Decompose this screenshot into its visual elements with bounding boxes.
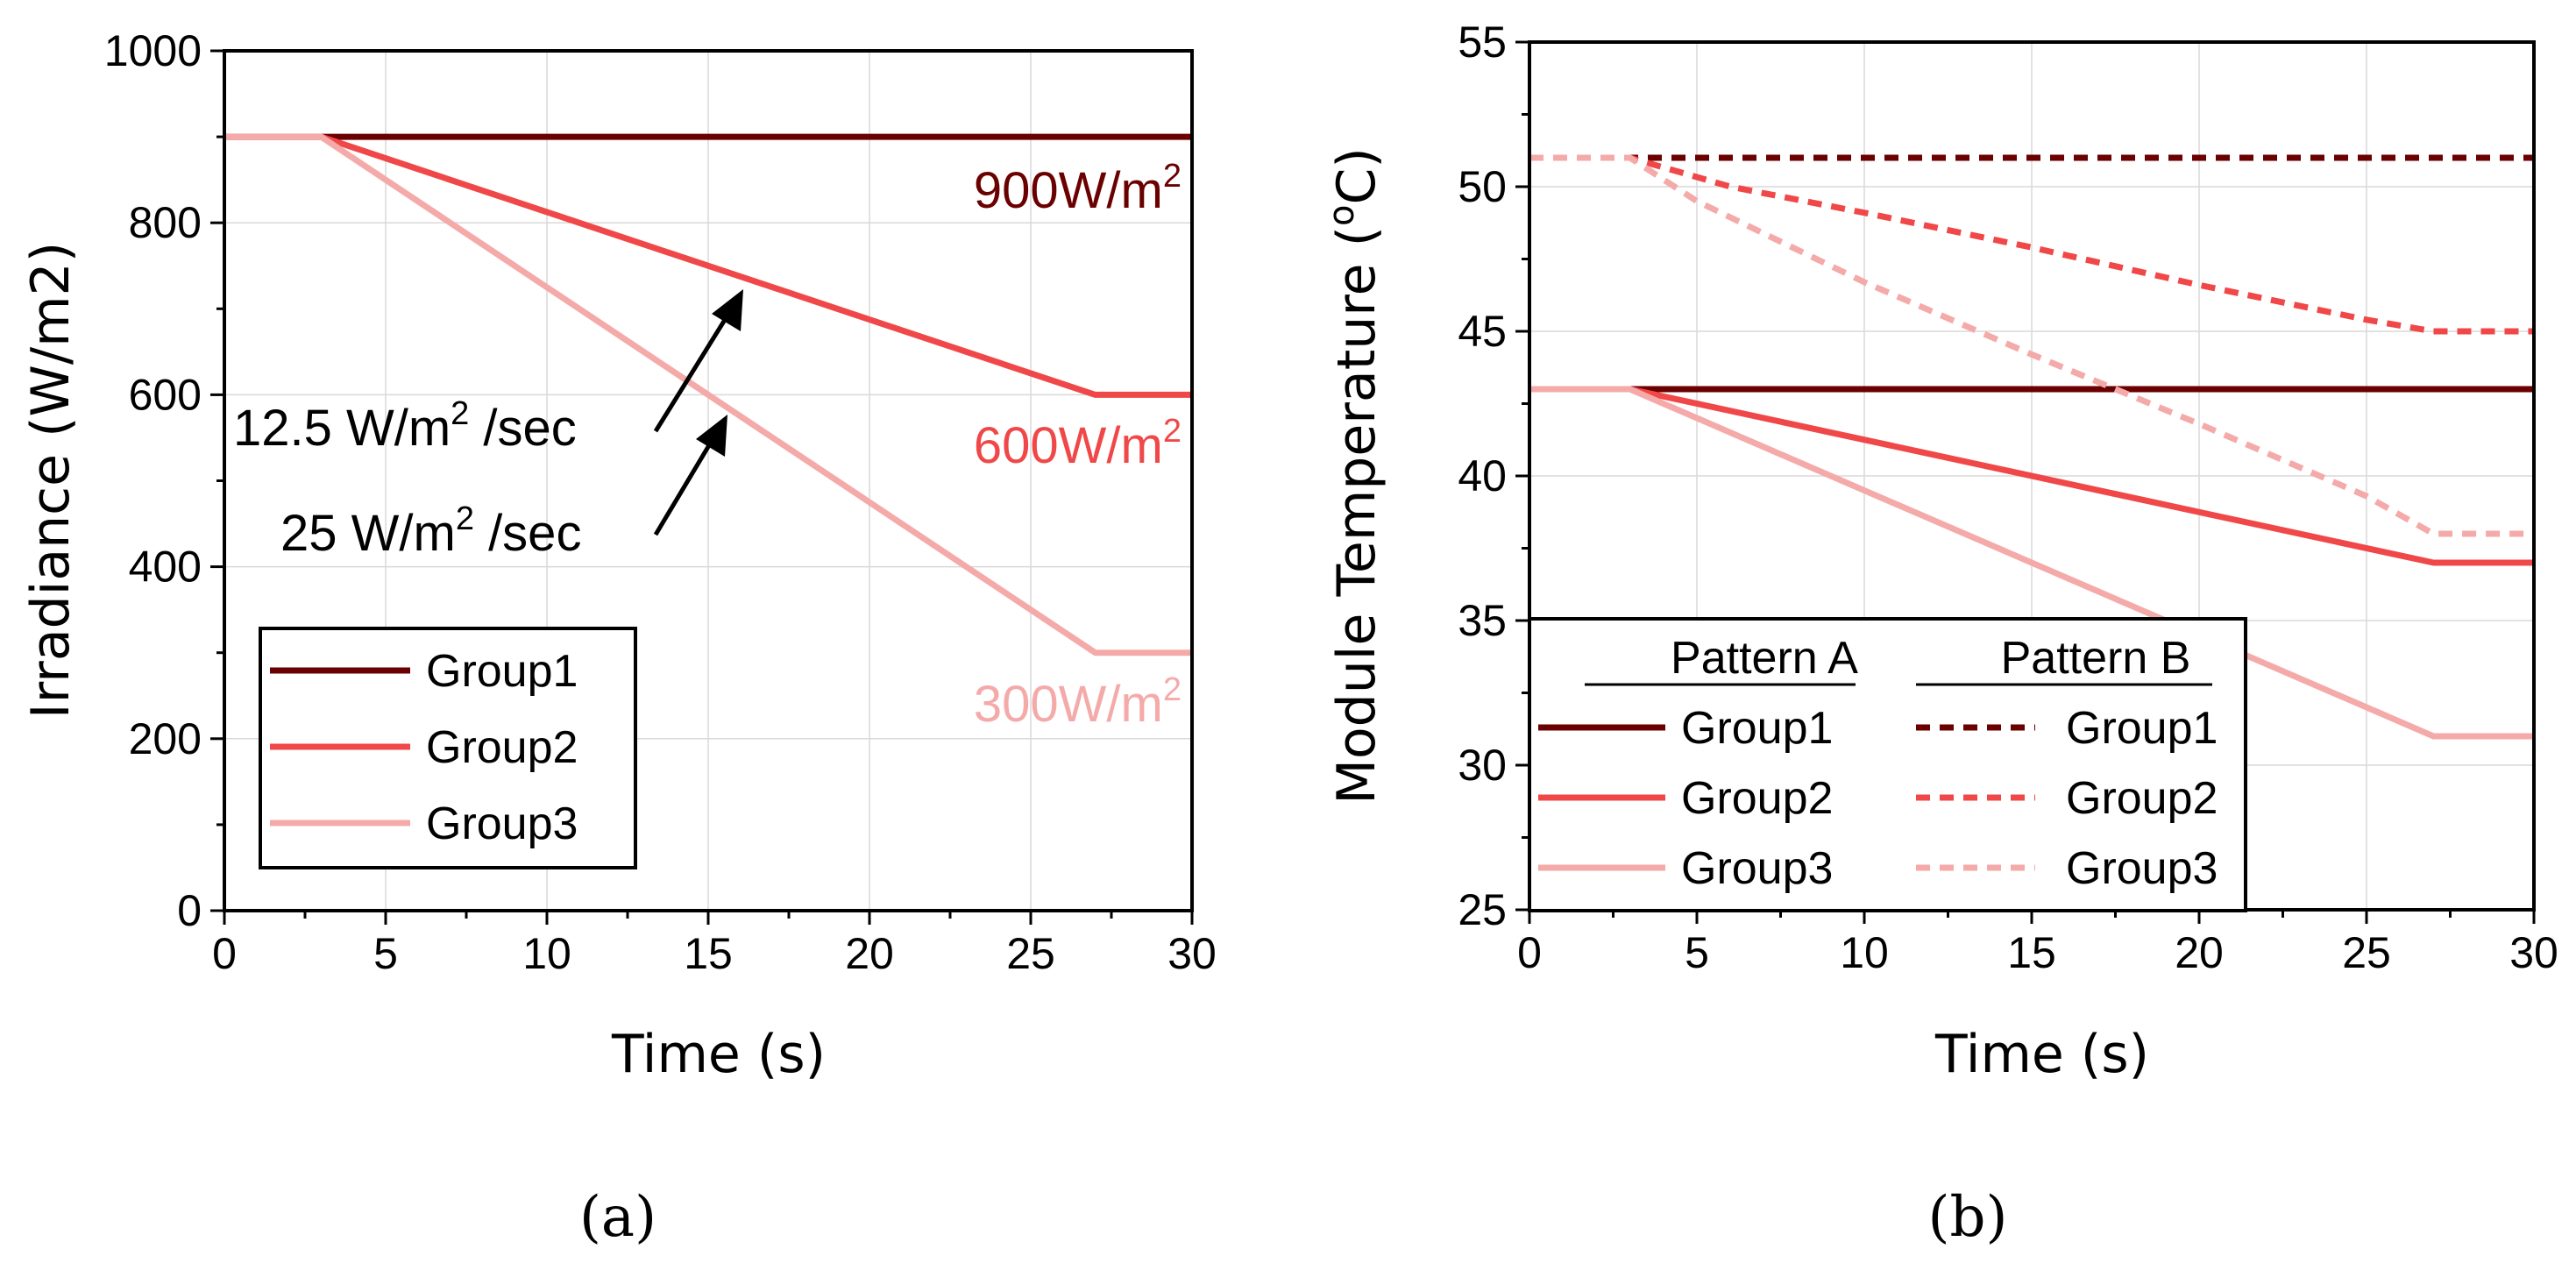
rate-label-group2-sup: 2	[451, 395, 469, 432]
y-tick-label-a: 0	[177, 886, 202, 935]
y-tick-label-b: 55	[1458, 18, 1507, 67]
x-tick-label-a: 30	[1167, 929, 1217, 978]
x-tick-label-a: 10	[522, 929, 571, 978]
legend-a-item-group2: Group2	[270, 722, 578, 773]
legend-b-header-pattern-a: Pattern A	[1671, 633, 1858, 684]
x-tick-label-a: 0	[212, 929, 237, 978]
ticks-a: 0 5 10 15 20 25 30 0 200 400 600 800 1000	[104, 26, 1217, 978]
series-line-a-group3	[224, 133, 1192, 656]
legend-b-item-a-group3: Group3	[1538, 843, 1833, 894]
y-tick-label-a: 200	[129, 714, 202, 763]
x-tick-label-b: 0	[1517, 928, 1542, 977]
y-tick-label-b: 30	[1458, 741, 1507, 790]
x-tick-label-b: 15	[2007, 928, 2056, 977]
y-axis-title-b: Module Temperature (oC)	[1322, 147, 1387, 805]
legend-a-label-group2: Group2	[426, 722, 578, 773]
label-900-sup: 2	[1163, 158, 1182, 195]
x-tick-label-a: 20	[845, 929, 894, 978]
x-axis-title-a: Time (s)	[611, 1024, 826, 1085]
label-900: 900W/m2	[974, 158, 1182, 219]
legend-b-item-b-group1: Group1	[1916, 703, 2218, 754]
legend-b-item-b-group2: Group2	[1916, 773, 2218, 824]
legend-a-item-group3: Group3	[270, 798, 578, 849]
y-tick-label-a: 800	[129, 198, 202, 247]
series-line-b-pattern-a-group3	[1529, 386, 2534, 740]
legend-a: Group1 Group2 Group3	[259, 627, 637, 869]
legend-b-item-b-group3: Group3	[1916, 843, 2218, 894]
x-tick-label-b: 25	[2342, 928, 2391, 977]
y-tick-label-b: 50	[1458, 162, 1507, 211]
rate-arrow-group2	[653, 289, 743, 433]
series-line-b-pattern-b-group2	[1529, 154, 2534, 335]
legend-b-label-a-group3: Group3	[1681, 843, 1833, 894]
legend-a-label-group3: Group3	[426, 798, 578, 849]
legend-b-label-a-group1: Group1	[1681, 703, 1833, 754]
label-300: 300W/m2	[974, 671, 1182, 733]
legend-b-box	[1528, 617, 2247, 912]
x-tick-label-b: 10	[1840, 928, 1889, 977]
rate-label-group2: 12.5 W/m2 /sec	[233, 395, 577, 457]
legend-b-label-b-group2: Group2	[2066, 773, 2218, 824]
series-lines-b	[1529, 154, 2534, 740]
y-tick-label-b: 25	[1458, 885, 1507, 934]
y-axis-title-a: Irradiance (W/m2)	[20, 242, 82, 719]
y-axis-title-b-degree: o	[1322, 205, 1362, 226]
rate-arrow-group3	[653, 415, 727, 536]
legend-b-label-b-group3: Group3	[2066, 843, 2218, 894]
legend-a-item-group1: Group1	[270, 646, 578, 697]
legend-b: Pattern A Pattern B Group1 Group2 Group3…	[1528, 617, 2247, 912]
x-axis-title-b: Time (s)	[1934, 1024, 2149, 1085]
rate-label-group2-unit: /sec	[469, 400, 577, 457]
x-tick-label-b: 5	[1685, 928, 1709, 977]
y-tick-label-b: 40	[1458, 451, 1507, 500]
rate-label-group2-text: 12.5 W/m	[233, 400, 451, 457]
x-tick-label-b: 20	[2175, 928, 2224, 977]
x-tick-label-a: 25	[1006, 929, 1055, 978]
rate-label-group3-sup: 2	[456, 500, 474, 537]
label-600: 600W/m2	[974, 413, 1182, 474]
label-300-text: 300W/m	[974, 676, 1163, 733]
label-600-sup: 2	[1163, 413, 1182, 450]
label-600-text: 600W/m	[974, 417, 1163, 474]
y-axis-title-b-unit: C)	[1326, 147, 1387, 204]
rate-label-group3-unit: /sec	[474, 505, 582, 562]
y-tick-label-a: 400	[129, 543, 202, 592]
y-tick-label-b: 45	[1458, 307, 1507, 356]
rate-label-group3-text: 25 W/m	[280, 505, 456, 562]
legend-b-label-a-group2: Group2	[1681, 773, 1833, 824]
x-tick-label-a: 5	[373, 929, 398, 978]
legend-a-label-group1: Group1	[426, 646, 578, 697]
label-900-text: 900W/m	[974, 162, 1163, 219]
y-tick-label-b: 35	[1458, 596, 1507, 645]
rate-label-group3: 25 W/m2 /sec	[280, 500, 581, 562]
legend-b-header-pattern-b: Pattern B	[2001, 633, 2191, 684]
y-tick-label-a: 1000	[104, 26, 202, 75]
chart-b: 0 5 10 15 20 25 30 25 30 35 40 45 50 55 Pattern A Pat…	[1322, 18, 2558, 1250]
legend-b-label-b-group1: Group1	[2066, 703, 2218, 754]
legend-b-item-a-group1: Group1	[1538, 703, 1833, 754]
label-300-sup: 2	[1163, 671, 1182, 708]
x-tick-label-a: 15	[684, 929, 733, 978]
legend-b-item-a-group2: Group2	[1538, 773, 1833, 824]
x-tick-label-b: 30	[2509, 928, 2558, 977]
series-lines-a	[224, 133, 1192, 656]
ticks-b: 0 5 10 15 20 25 30 25 30 35 40 45 50 55	[1458, 18, 2558, 977]
y-axis-title-b-text: Module Temperature (	[1326, 226, 1387, 805]
series-line-b-pattern-b-group3	[1529, 154, 2534, 537]
panel-label-b: (b)	[1928, 1185, 2008, 1250]
y-tick-label-a: 600	[129, 370, 202, 419]
panel-label-a: (a)	[579, 1185, 656, 1250]
